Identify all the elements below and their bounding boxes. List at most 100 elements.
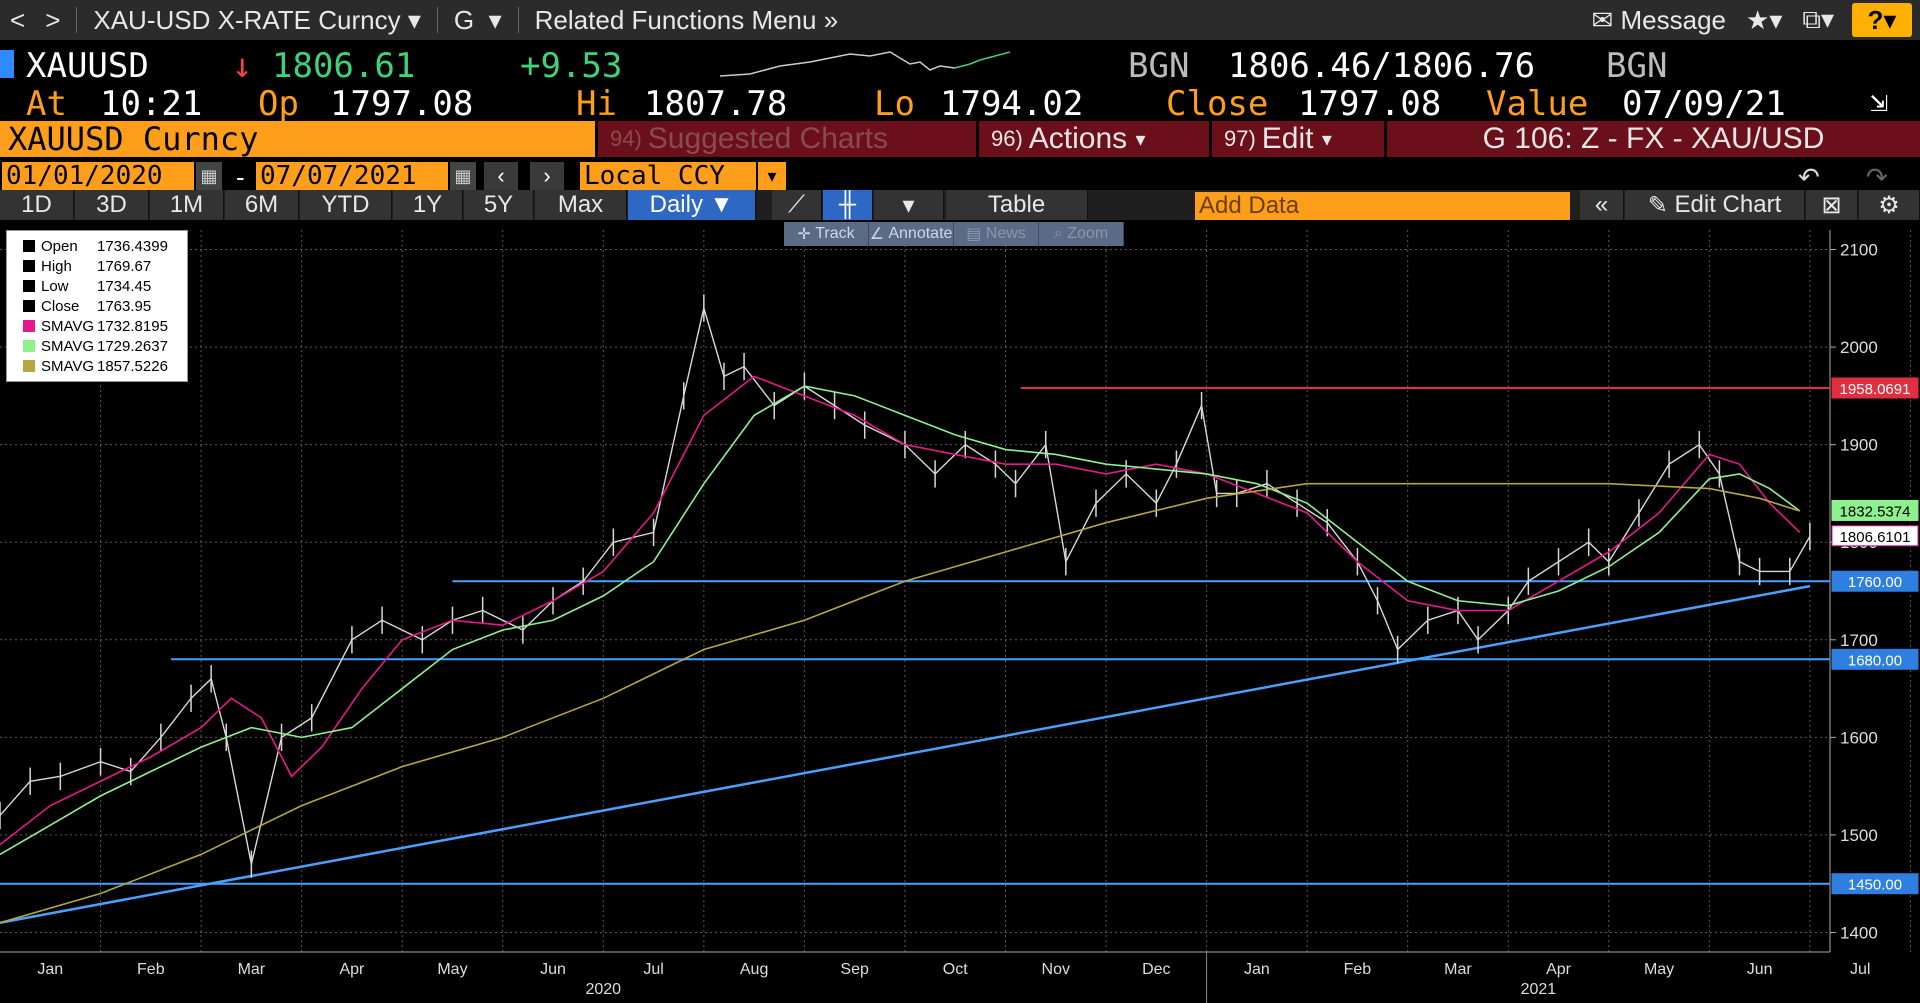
x-tick-label: Feb (1344, 961, 1372, 978)
news-tool[interactable]: ▤ News (954, 222, 1039, 246)
chart-type-dropdown[interactable]: ▾ (874, 190, 944, 220)
legend-swatch (23, 300, 35, 312)
news-icon: ▤ (966, 226, 982, 243)
next-range-button[interactable]: › (530, 162, 564, 190)
net-change: +9.53 (520, 46, 623, 86)
x-tick-label: Jan (1244, 961, 1270, 978)
chevron-down-icon: ▾ (1321, 128, 1332, 151)
chart-legend[interactable]: Open 1736.4399 High 1769.67 Low 1734.45 Close 1… (6, 230, 188, 382)
undo-icon[interactable]: ↶ (1798, 162, 1820, 192)
gear-icon[interactable]: ⚙ (1859, 190, 1920, 220)
level-tag (1831, 570, 1919, 592)
start-date-input[interactable]: 01/01/2020 (2, 161, 194, 191)
pencil-icon: ✎ (1647, 191, 1668, 219)
divider (76, 7, 78, 33)
period-5y[interactable]: 5Y (464, 190, 534, 220)
zoom-tool[interactable]: ⌕ Zoom (1039, 222, 1124, 246)
legend-value: 1763.95 (97, 297, 152, 315)
legend-row: High 1769.67 (11, 256, 183, 276)
chart-settings-icon[interactable]: ⊠ (1806, 190, 1858, 220)
suggested-charts-button[interactable]: 94) Suggested Charts (598, 121, 976, 157)
chevron-down-icon: ▾ (407, 4, 421, 35)
redo-icon[interactable]: ↷ (1866, 162, 1888, 192)
chart-mode-icon[interactable]: ⇲ (1870, 84, 1889, 119)
open-label: Op (258, 84, 299, 124)
help-button[interactable]: ? ▾ (1852, 3, 1912, 37)
collapse-icon[interactable]: « (1580, 190, 1624, 220)
legend-label: SMAVG (41, 357, 95, 375)
chevron-down-icon: ▾ (488, 4, 502, 35)
line-chart-icon[interactable]: ⟋ (772, 190, 822, 220)
legend-value: 1729.2637 (97, 337, 168, 355)
divider (436, 7, 438, 33)
legend-label: High (41, 257, 72, 275)
down-arrow-icon: ↓ (232, 46, 253, 86)
legend-row: SMAVG 1732.8195 (11, 316, 183, 336)
period-max[interactable]: Max (535, 190, 627, 220)
legend-row: SMAVG 1729.2637 (11, 336, 183, 356)
prev-range-button[interactable]: ‹ (484, 162, 518, 190)
close-label: Close (1166, 84, 1269, 124)
at-label: At (26, 84, 67, 124)
level-tag-label: 1806.6101 (1840, 529, 1911, 546)
x-tick-label: Jun (1747, 961, 1773, 978)
period-1d[interactable]: 1D (0, 190, 74, 220)
track-tool[interactable]: ✛ Track (784, 222, 869, 246)
favorite-button[interactable]: ★▾ (1736, 0, 1792, 40)
x-tick-label: Jul (1850, 961, 1870, 978)
y-tick-label: 2100 (1840, 241, 1878, 260)
currency-select[interactable]: Local CCY (580, 161, 756, 191)
end-date-input[interactable]: 07/07/2021 (256, 161, 448, 191)
top-command-bar: < > XAU-USD X-RATE Curncy ▾ G ▾ Related … (0, 0, 1920, 40)
at-time: 10:21 (100, 84, 203, 124)
legend-value: 1736.4399 (97, 237, 168, 255)
x-tick-label: Sep (840, 961, 869, 978)
chevron-down-icon: ▾ (1135, 128, 1146, 151)
period-ytd[interactable]: YTD (300, 190, 392, 220)
forward-button[interactable]: > (35, 0, 70, 40)
chevron-down-icon: ▼ (709, 191, 734, 218)
related-functions-menu[interactable]: Related Functions Menu » (534, 4, 839, 35)
forward-icon: > (45, 4, 61, 35)
value-label: Value (1486, 84, 1589, 124)
function-dropdown[interactable]: G ▾ (453, 4, 502, 35)
x-tick-label: Nov (1042, 961, 1070, 978)
back-button[interactable]: < (0, 0, 35, 40)
export-button[interactable]: ⧉▾ (1792, 0, 1844, 40)
period-1m[interactable]: 1M (150, 190, 224, 220)
x-tick-label: Apr (1546, 961, 1572, 978)
ticker-flag (0, 50, 14, 78)
calendar-icon[interactable]: ▦ (196, 162, 222, 190)
period-1y[interactable]: 1Y (393, 190, 463, 220)
edit-button[interactable]: 97) Edit ▾ (1212, 121, 1384, 157)
level-tag-label: 1450.00 (1848, 877, 1902, 894)
x-tick-label: Oct (943, 961, 968, 978)
annotate-tool[interactable]: ∠ Annotate (869, 222, 954, 246)
security-field[interactable]: XAUUSD Curncy (0, 120, 595, 158)
candlestick-icon[interactable]: ╫ (823, 190, 873, 220)
add-data-input[interactable]: Add Data (1195, 192, 1570, 220)
table-button[interactable]: Table (946, 190, 1088, 220)
edit-chart-button[interactable]: ✎ Edit Chart (1625, 190, 1805, 220)
double-chevron-down-icon: » (823, 4, 839, 35)
quote-line-1: XAUUSD ↓ 1806.61 +9.53 BGN 1806.46/1806.… (0, 46, 1920, 86)
actions-button[interactable]: 96) Actions ▾ (979, 121, 1209, 157)
ticker: XAUUSD (26, 46, 149, 86)
y-tick-label: 1600 (1840, 728, 1878, 747)
legend-label: SMAVG (41, 317, 95, 335)
security-dropdown[interactable]: XAU-USD X-RATE Curncy ▾ (93, 4, 421, 35)
calendar-icon[interactable]: ▦ (450, 162, 476, 190)
period-6m[interactable]: 6M (225, 190, 299, 220)
date-separator: - (236, 162, 245, 192)
message-button[interactable]: ✉ Message (1591, 4, 1727, 35)
level-tag-label: 1832.5374 (1840, 503, 1911, 520)
frequency-dropdown[interactable]: Daily ▼ (628, 190, 756, 220)
x-tick-label: Jun (540, 961, 566, 978)
value-date: 07/09/21 (1622, 84, 1786, 124)
period-3d[interactable]: 3D (75, 190, 149, 220)
price-chart[interactable]: 14001500160017001800190020002100JanFebMa… (0, 222, 1920, 1003)
level-tag-label: 1958.0691 (1840, 381, 1911, 398)
legend-row: SMAVG 1857.5226 (11, 356, 183, 376)
chevron-down-icon[interactable]: ▾ (758, 162, 786, 190)
legend-label: Open (41, 237, 78, 255)
